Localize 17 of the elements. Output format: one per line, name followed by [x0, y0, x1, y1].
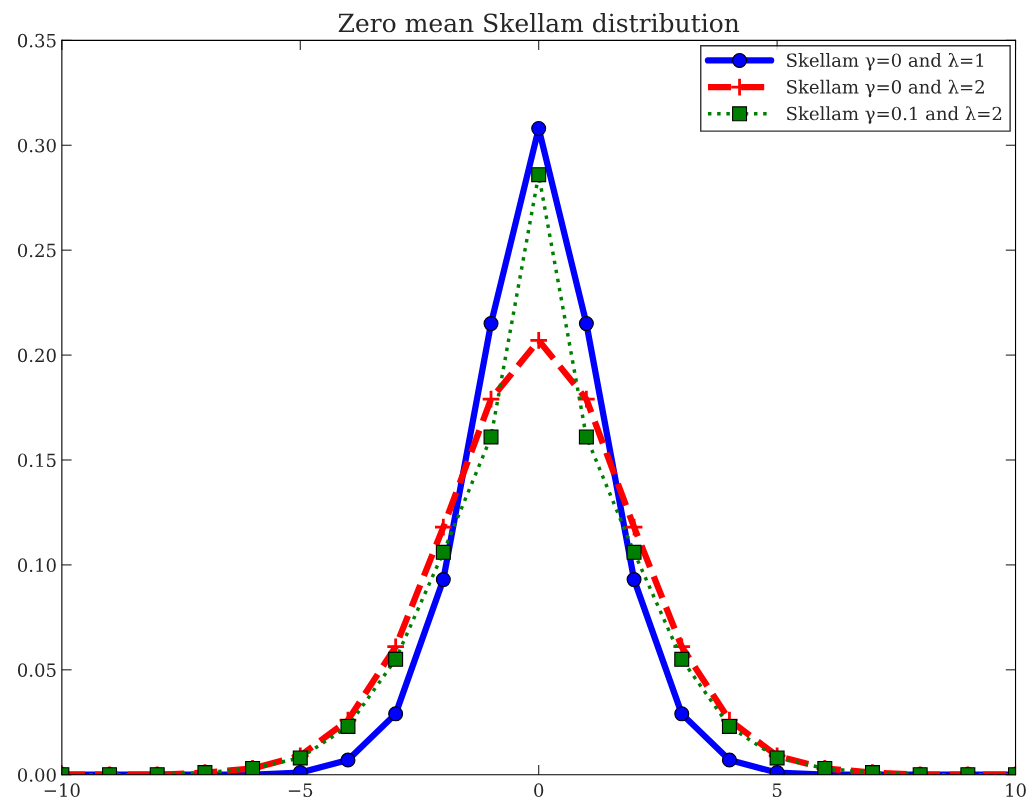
legend-label: Skellam γ=0.1 and λ=2: [787, 106, 1002, 124]
legend-label: Skellam γ=0 and λ=2: [787, 79, 984, 98]
x-tick-label: 0: [534, 783, 544, 798]
y-tick-label: 0.35: [17, 33, 56, 48]
x-tick-label: −10: [44, 783, 80, 798]
y-tick-label: 0.15: [17, 453, 56, 468]
y-tick-label: 0.00: [17, 768, 56, 782]
x-tick-label: 10: [1006, 783, 1026, 798]
x-tick-label: −5: [288, 783, 313, 798]
x-tick-label: 5: [772, 783, 782, 798]
y-tick-label: 0.05: [17, 663, 56, 677]
legend-label: Skellam γ=0 and λ=1: [787, 52, 984, 71]
y-tick-label: 0.30: [17, 138, 56, 153]
y-tick-label: 0.20: [17, 348, 56, 363]
y-tick-label: 0.25: [17, 243, 56, 258]
y-tick-label: 0.10: [17, 558, 56, 573]
chart-title: Zero mean Skellam distribution: [338, 13, 740, 33]
